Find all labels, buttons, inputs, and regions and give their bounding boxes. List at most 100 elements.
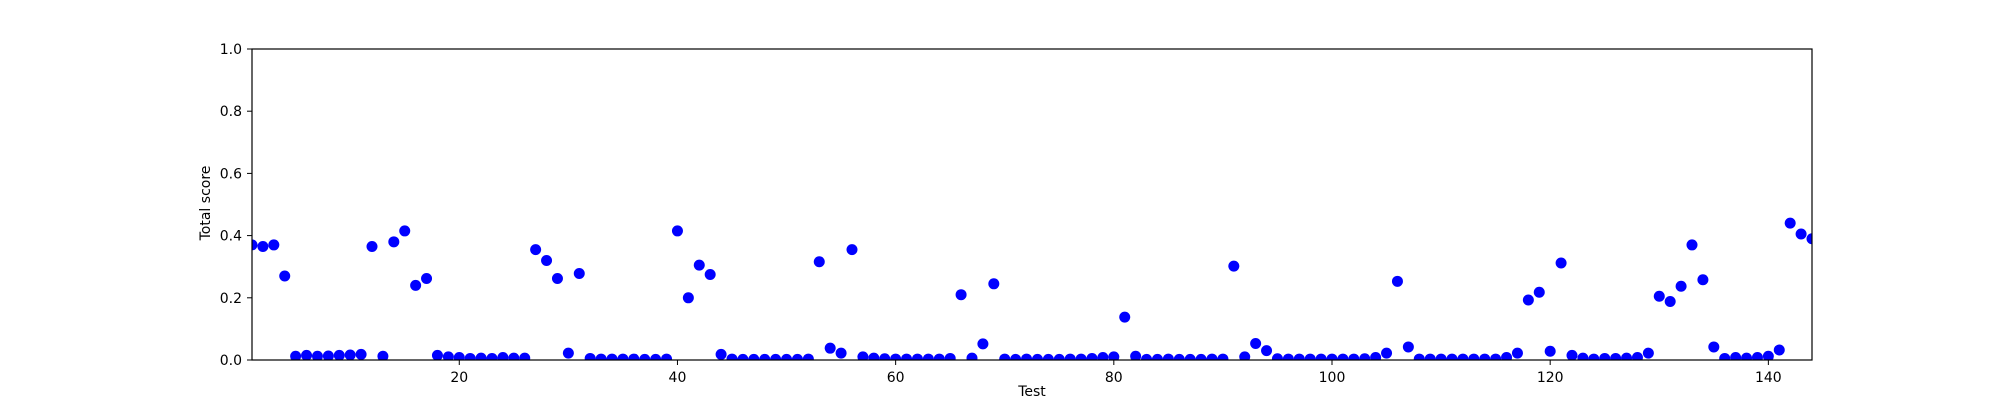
data-point (1762, 350, 1774, 360)
data-point (1686, 239, 1698, 251)
plot-frame (251, 48, 1813, 361)
data-point (1108, 351, 1120, 360)
data-point (1293, 353, 1305, 360)
data-point (1402, 341, 1414, 353)
data-point (1381, 347, 1393, 359)
data-point (890, 353, 902, 360)
data-point (1271, 353, 1283, 360)
data-point (1151, 353, 1163, 360)
data-point (1730, 352, 1742, 360)
data-point (551, 273, 563, 285)
data-point (421, 273, 433, 285)
data-point (704, 268, 716, 280)
data-point (377, 350, 389, 360)
data-point (1337, 353, 1349, 360)
data-point (1599, 352, 1611, 360)
data-point (1773, 344, 1785, 356)
data-point (1130, 350, 1142, 360)
y-tick-label: 0.4 (220, 229, 242, 245)
data-point (1631, 352, 1643, 360)
x-tick-label: 60 (887, 370, 905, 386)
data-point (252, 239, 258, 251)
data-point (781, 353, 793, 360)
data-point (1173, 353, 1185, 360)
data-point (1348, 353, 1360, 360)
data-point (791, 353, 803, 360)
data-point (1490, 353, 1502, 360)
data-point (606, 353, 618, 360)
data-point (1544, 345, 1556, 357)
data-point (715, 348, 727, 360)
data-point (813, 256, 825, 268)
data-point (1064, 353, 1076, 360)
data-point (748, 353, 760, 360)
tick-marks (247, 48, 1769, 365)
data-point (802, 353, 814, 360)
data-point (824, 342, 836, 354)
data-point (1097, 352, 1109, 360)
data-point (311, 350, 323, 360)
data-point (1304, 353, 1316, 360)
data-point (911, 353, 923, 360)
data-point (770, 353, 782, 360)
data-point (290, 350, 302, 360)
data-point (399, 225, 411, 237)
data-point (541, 254, 553, 266)
data-point (846, 244, 858, 256)
data-point (879, 353, 891, 360)
data-point (1239, 351, 1251, 360)
data-point (639, 353, 651, 360)
y-tick-label: 0.8 (220, 104, 242, 120)
data-point (519, 352, 531, 360)
data-point (1435, 353, 1447, 360)
data-point (1162, 353, 1174, 360)
data-point (671, 225, 683, 237)
data-point (1086, 352, 1098, 360)
data-point (1719, 352, 1731, 360)
data-point (1141, 353, 1153, 360)
data-point (922, 353, 934, 360)
data-point (1501, 352, 1513, 360)
y-tick-label: 0.0 (220, 353, 242, 369)
data-point (737, 353, 749, 360)
data-point (999, 353, 1011, 360)
data-point (595, 353, 607, 360)
data-point (1664, 296, 1676, 308)
data-point (1424, 353, 1436, 360)
data-point (453, 352, 465, 360)
data-point (486, 352, 498, 360)
data-point (1533, 286, 1545, 298)
data-point (1413, 353, 1425, 360)
data-point (1468, 353, 1480, 360)
data-point (442, 351, 454, 360)
data-point (901, 353, 913, 360)
data-point (1031, 353, 1043, 360)
x-tick-label: 120 (1537, 370, 1564, 386)
data-point (1697, 274, 1709, 286)
data-point (1751, 352, 1763, 360)
data-point (661, 353, 673, 360)
data-point (1010, 353, 1022, 360)
data-point (682, 292, 694, 304)
data-point (857, 351, 869, 360)
data-point (1522, 294, 1534, 306)
data-point (1479, 353, 1491, 360)
data-point (759, 353, 771, 360)
data-point (977, 338, 989, 350)
x-axis-label: Test (1017, 384, 1046, 400)
data-point (1282, 353, 1294, 360)
data-point (1610, 352, 1622, 360)
data-point (1119, 311, 1131, 323)
data-point (1250, 338, 1262, 350)
data-point (1359, 353, 1371, 360)
x-tick-label: 80 (1105, 370, 1123, 386)
data-point (1217, 353, 1229, 360)
data-point (333, 349, 345, 360)
data-point (933, 353, 945, 360)
data-point (344, 349, 356, 360)
data-point (1446, 353, 1458, 360)
y-tick-label: 1.0 (220, 42, 242, 58)
data-point (1741, 352, 1753, 360)
data-point (388, 236, 400, 248)
data-point (322, 350, 334, 360)
